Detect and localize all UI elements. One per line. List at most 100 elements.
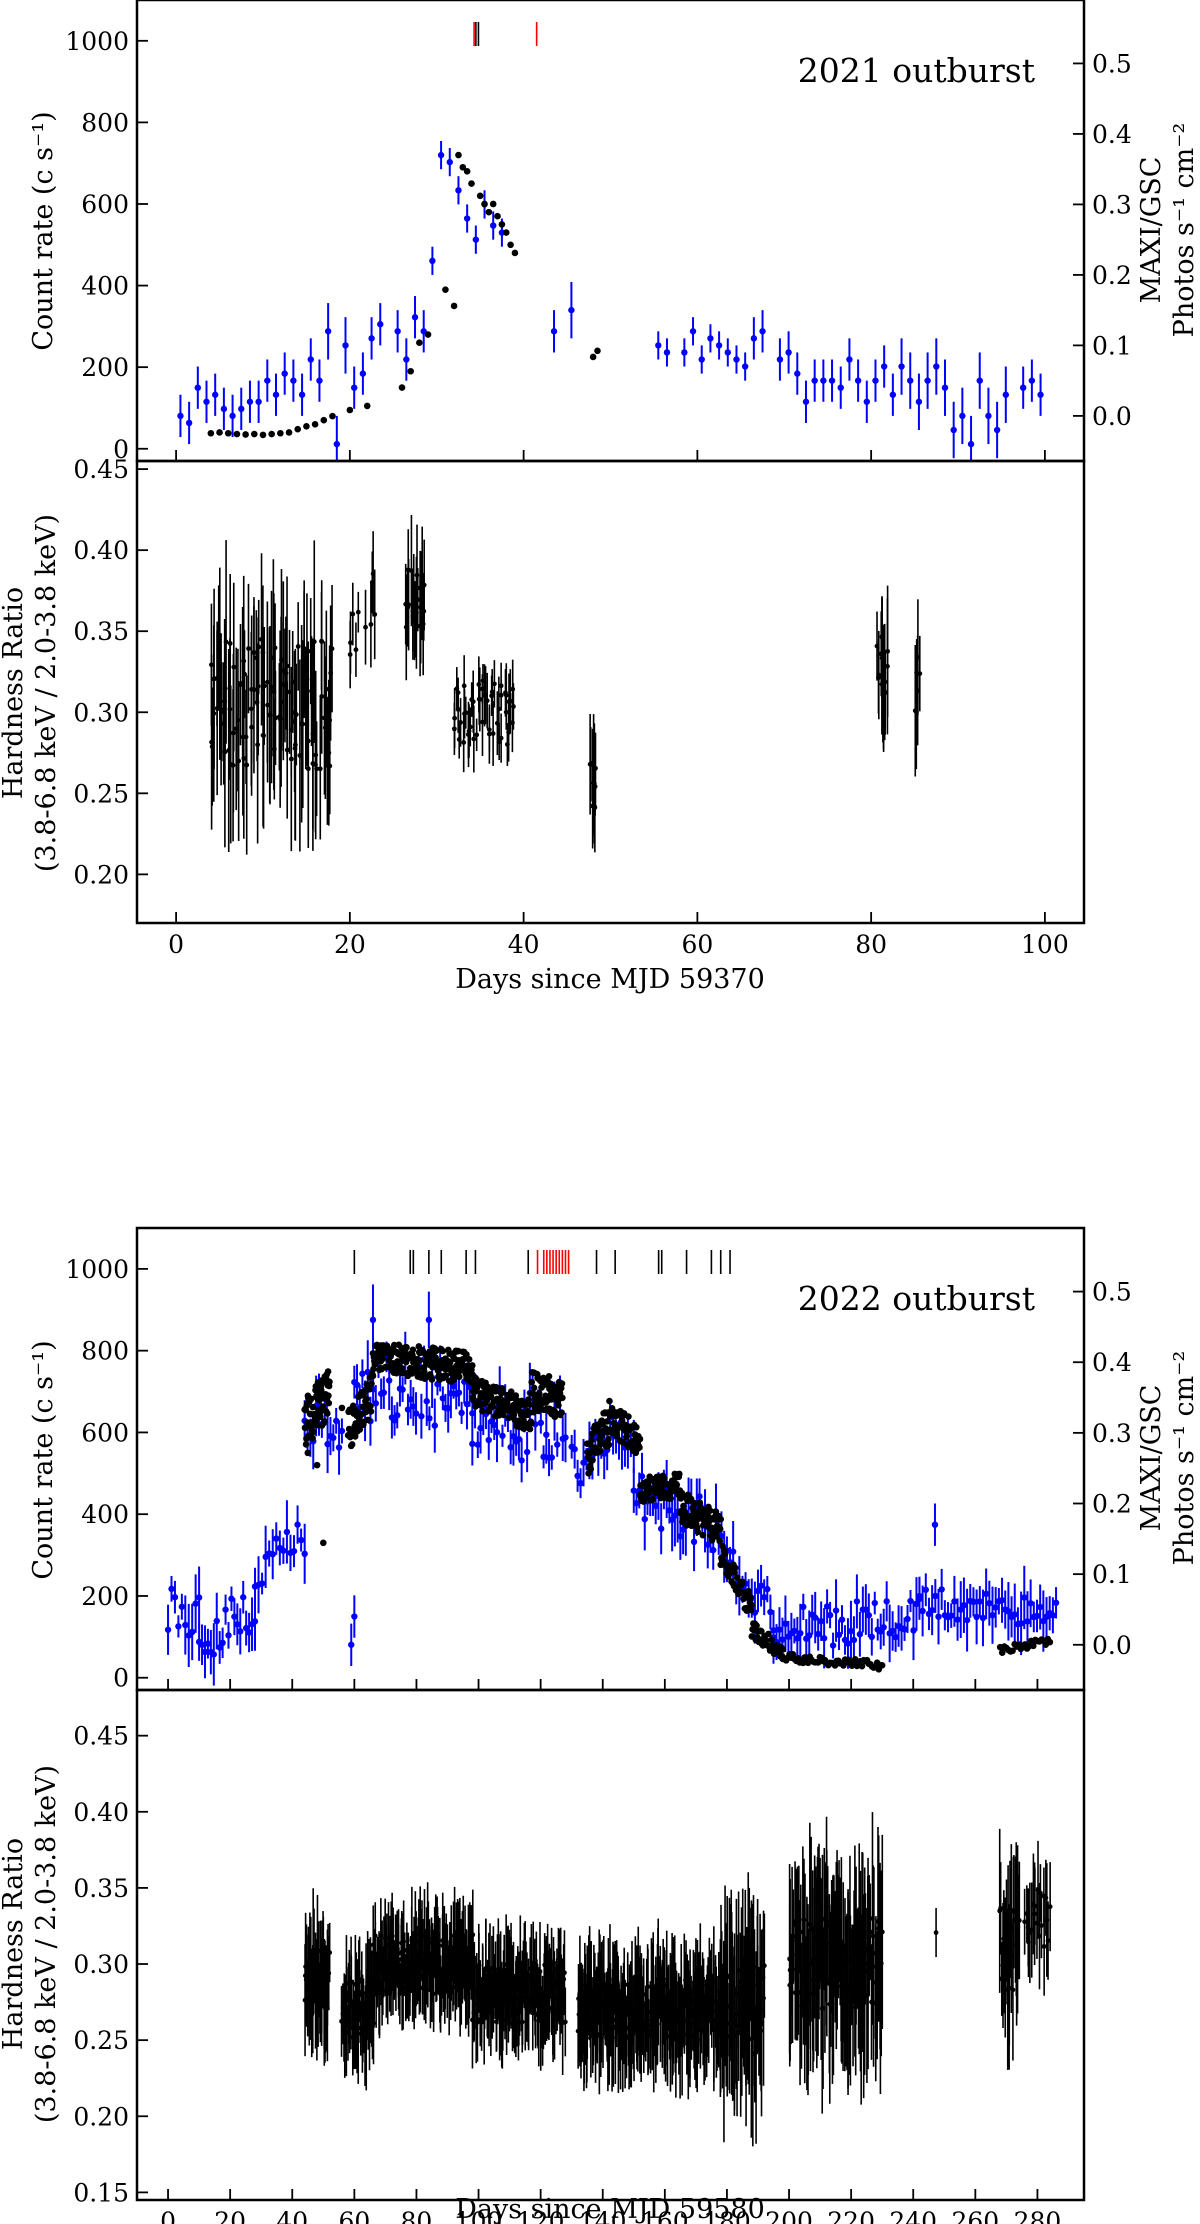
count-rate-point xyxy=(455,1373,463,1381)
hr-point xyxy=(1022,1919,1028,1925)
hr-point xyxy=(278,699,284,705)
maxi-point xyxy=(633,1500,640,1507)
count-rate-point xyxy=(485,208,493,216)
maxi-point xyxy=(630,1487,637,1494)
maxi-point xyxy=(477,1424,484,1432)
hr-point xyxy=(458,720,463,725)
maxi-point xyxy=(251,1618,259,1625)
hr-ytick-label: 0.40 xyxy=(73,1798,129,1827)
maxi-point xyxy=(228,1595,235,1602)
maxi-point xyxy=(1017,1620,1025,1627)
maxi-point xyxy=(348,1641,355,1648)
count-rate-point xyxy=(716,1525,724,1533)
maxi-point xyxy=(1005,1608,1012,1615)
maxi-point xyxy=(814,1630,822,1638)
maxi-point xyxy=(429,257,436,265)
hr-point xyxy=(490,731,496,736)
maxi-point xyxy=(255,398,262,405)
count-rate-point xyxy=(588,1436,595,1444)
count-rate-point xyxy=(587,1465,595,1473)
count-rate-point xyxy=(403,1344,410,1351)
count-rate-point xyxy=(366,1385,373,1393)
count-rate-point xyxy=(721,1550,729,1558)
maxi-point xyxy=(194,384,202,391)
hr-point xyxy=(256,644,262,650)
hr-point xyxy=(261,683,267,689)
maxi-point xyxy=(641,1515,648,1523)
maxi-point xyxy=(1021,1594,1028,1601)
maxi-point xyxy=(832,1607,840,1614)
hr-point xyxy=(288,756,294,762)
count-rate-point xyxy=(368,1380,375,1388)
maxi-point xyxy=(463,1400,471,1408)
count-rate-point xyxy=(409,1346,417,1354)
f1-top-ylabel: Count rate (c s⁻¹) xyxy=(28,111,59,350)
xtick-label: 20 xyxy=(334,930,366,959)
maxi-point xyxy=(829,1642,837,1649)
maxi-point xyxy=(715,342,723,349)
count-rate-point xyxy=(319,1403,326,1410)
hr-ytick-label: 0.25 xyxy=(73,2026,129,2055)
hr-point xyxy=(311,639,317,645)
count-rate-point xyxy=(428,1376,436,1383)
count-rate-point xyxy=(326,1378,333,1386)
hr-point xyxy=(242,671,247,677)
hr-point xyxy=(233,726,239,732)
maxi-point xyxy=(418,1413,425,1420)
count-rate-point xyxy=(494,212,501,220)
maxi-point xyxy=(431,1422,438,1429)
hr-point xyxy=(1016,1918,1022,1923)
hr-point xyxy=(1010,1987,1016,1993)
maxi-point xyxy=(854,377,862,384)
hr-point xyxy=(593,765,598,771)
hr-point xyxy=(496,706,502,712)
maxi-point xyxy=(543,1431,550,1438)
maxi-point xyxy=(800,1603,807,1611)
count-rate-point xyxy=(325,1399,333,1407)
maxi-point xyxy=(846,356,853,363)
count-rate-point xyxy=(636,1435,644,1443)
count-rate-point xyxy=(765,1630,772,1638)
hr-point xyxy=(248,706,254,712)
hr-point xyxy=(273,715,278,721)
maxi-point xyxy=(791,1627,798,1635)
count-rate-point xyxy=(680,1502,687,1510)
hr-ytick-label: 0.20 xyxy=(73,860,129,889)
xtick-label: 60 xyxy=(681,930,713,959)
count-rate-point xyxy=(676,1470,683,1478)
count-rate-point xyxy=(294,425,302,433)
hr-point xyxy=(451,726,457,732)
count-rate-point xyxy=(469,1362,476,1369)
count-rate-point xyxy=(511,249,519,257)
maxi-point xyxy=(258,1580,266,1587)
maxi-point xyxy=(1011,1611,1018,1618)
hr-point xyxy=(314,766,320,772)
count-rate-point xyxy=(487,1393,495,1400)
maxi-point xyxy=(802,398,810,405)
maxi-point xyxy=(998,1597,1006,1604)
maxi-point xyxy=(993,426,1001,434)
f2-hr-ylabel-2: (3.8-6.8 keV / 2.0-3.8 keV) xyxy=(31,1765,62,2123)
maxi-point xyxy=(537,1419,545,1427)
f2-top-ylabel: Count rate (c s⁻¹) xyxy=(28,1340,59,1579)
figure-2022: 020040060080010000.00.10.20.30.40.50.150… xyxy=(0,1226,1200,2224)
count-rate-point xyxy=(691,1500,698,1507)
count-rate-point xyxy=(510,1411,518,1419)
hr-ytick-label: 0.40 xyxy=(73,536,129,565)
maxi-point xyxy=(935,1613,942,1620)
top-ytick-label: 0 xyxy=(113,1664,129,1693)
top-ytick-label: 0 xyxy=(113,435,129,464)
figure-2021: 020040060080010000.00.10.20.30.40.50.200… xyxy=(0,0,1200,995)
count-rate-point xyxy=(625,1413,632,1420)
count-rate-point xyxy=(526,1425,534,1433)
count-rate-point xyxy=(717,1515,725,1523)
maxi-point xyxy=(204,1640,212,1647)
maxi-point xyxy=(203,398,210,405)
hr-point xyxy=(491,681,497,687)
maxi-point xyxy=(729,1548,737,1555)
maxi-point xyxy=(794,370,801,377)
maxi-point xyxy=(724,349,731,356)
maxi-point xyxy=(856,1631,864,1638)
hr-point xyxy=(372,611,378,617)
count-rate-point xyxy=(455,151,462,159)
